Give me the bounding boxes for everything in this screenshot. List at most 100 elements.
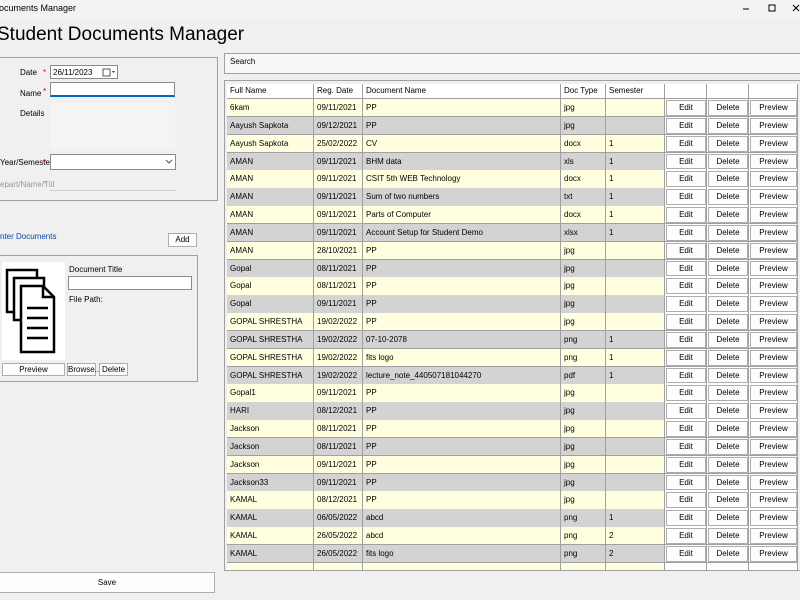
row-preview-button[interactable]: Preview [750, 207, 797, 223]
row-delete-button[interactable]: Delete [708, 349, 748, 366]
row-delete-button[interactable]: Delete [708, 260, 748, 277]
row-edit-button[interactable]: Edit [666, 100, 706, 116]
date-input[interactable]: 26/11/2023 [50, 65, 118, 79]
row-edit-button[interactable]: Edit [666, 260, 706, 277]
row-edit-button[interactable]: Edit [666, 207, 706, 223]
row-edit-button[interactable]: Edit [666, 331, 706, 348]
row-delete-button[interactable]: Delete [708, 385, 748, 402]
row-delete-button[interactable]: Delete [708, 403, 748, 420]
row-edit-button[interactable]: Edit [666, 421, 706, 437]
row-preview-button[interactable]: Preview [750, 100, 797, 116]
row-delete-button[interactable]: Delete [708, 438, 748, 455]
delete-button[interactable]: Delete [99, 363, 128, 376]
browse-button[interactable]: Browse.. [67, 363, 100, 376]
row-preview-button[interactable]: Preview [750, 260, 797, 277]
row-delete-button[interactable]: Delete [708, 367, 748, 384]
row-delete-button[interactable]: Delete [708, 456, 748, 473]
row-delete-button[interactable]: Delete [708, 474, 748, 491]
table-cell: 26/05/2022 [314, 545, 363, 564]
row-edit-button[interactable]: Edit [666, 438, 706, 455]
row-preview-button[interactable]: Preview [750, 421, 797, 437]
add-button[interactable]: Add [168, 233, 197, 247]
row-preview-button[interactable]: Preview [750, 349, 797, 366]
row-preview-button[interactable]: Preview [750, 474, 797, 491]
row-preview-button[interactable]: Preview [750, 278, 797, 295]
table-cell: AMAN [227, 188, 314, 207]
row-edit-button[interactable]: Edit [666, 349, 706, 366]
row-delete-button[interactable]: Delete [708, 242, 748, 259]
row-edit-button[interactable]: Edit [666, 403, 706, 420]
row-edit-button[interactable]: Edit [666, 492, 706, 509]
name-input[interactable] [50, 82, 175, 97]
column-header: Full Name [227, 84, 314, 99]
search-box[interactable]: Search [224, 53, 800, 74]
row-edit-button[interactable]: Edit [666, 314, 706, 330]
row-edit-button[interactable]: Edit [666, 456, 706, 473]
row-preview-button[interactable]: Preview [750, 385, 797, 402]
row-delete-button[interactable]: Delete [708, 171, 748, 188]
row-edit-button[interactable]: Edit [666, 474, 706, 491]
row-preview-button[interactable]: Preview [750, 189, 797, 206]
row-preview-button[interactable]: Preview [750, 492, 797, 509]
row-preview-button[interactable]: Preview [750, 331, 797, 348]
row-preview-button[interactable]: Preview [750, 135, 797, 152]
row-preview-button[interactable]: Preview [750, 153, 797, 170]
row-delete-button[interactable]: Delete [708, 100, 748, 116]
row-delete-button[interactable]: Delete [708, 492, 748, 509]
table-cell [606, 473, 665, 492]
row-edit-button[interactable]: Edit [666, 242, 706, 259]
row-delete-button[interactable]: Delete [708, 421, 748, 437]
table-cell: Gopal1 [227, 384, 314, 403]
row-delete-button[interactable]: Delete [708, 546, 748, 562]
row-preview-button[interactable]: Preview [750, 367, 797, 384]
row-edit-button[interactable]: Edit [666, 546, 706, 562]
row-delete-button[interactable]: Delete [708, 528, 748, 544]
table-cell: PP [363, 455, 561, 475]
row-preview-button[interactable]: Preview [750, 510, 797, 527]
row-edit-button[interactable]: Edit [666, 171, 706, 188]
table-cell: PP [363, 384, 561, 403]
row-edit-button[interactable]: Edit [666, 153, 706, 170]
document-title-input[interactable] [68, 276, 192, 290]
row-preview-button[interactable]: Preview [750, 242, 797, 259]
row-preview-button[interactable]: Preview [750, 224, 797, 241]
row-edit-button[interactable]: Edit [666, 296, 706, 313]
row-edit-button[interactable]: Edit [666, 278, 706, 295]
row-delete-button[interactable]: Delete [708, 278, 748, 295]
calendar-icon[interactable] [102, 68, 116, 77]
row-preview-button[interactable]: Preview [750, 456, 797, 473]
row-preview-button[interactable]: Preview [750, 528, 797, 544]
row-preview-button[interactable]: Preview [750, 314, 797, 330]
row-edit-button[interactable]: Edit [666, 117, 706, 134]
row-delete-button[interactable]: Delete [708, 224, 748, 241]
row-preview-button[interactable]: Preview [750, 296, 797, 313]
row-edit-button[interactable]: Edit [666, 367, 706, 384]
row-delete-button[interactable]: Delete [708, 510, 748, 527]
row-preview-button[interactable]: Preview [750, 117, 797, 134]
row-delete-button[interactable]: Delete [708, 296, 748, 313]
row-edit-button[interactable]: Edit [666, 135, 706, 152]
row-preview-button[interactable]: Preview [750, 438, 797, 455]
row-delete-button[interactable]: Delete [708, 117, 748, 134]
row-preview-button[interactable]: Preview [750, 171, 797, 188]
enter-documents-link[interactable]: nter Documents [0, 232, 57, 241]
row-delete-button[interactable]: Delete [708, 331, 748, 348]
row-delete-button[interactable]: Delete [708, 153, 748, 170]
year-select[interactable] [50, 154, 176, 170]
save-button[interactable]: Save [0, 572, 215, 593]
details-input[interactable] [50, 103, 175, 149]
window-controls[interactable] [735, 0, 800, 18]
search-label: Search [230, 57, 256, 66]
row-preview-button[interactable]: Preview [750, 403, 797, 420]
row-edit-button[interactable]: Edit [666, 510, 706, 527]
row-edit-button[interactable]: Edit [666, 385, 706, 402]
preview-button[interactable]: Preview [2, 363, 65, 376]
row-preview-button[interactable]: Preview [750, 546, 797, 562]
row-edit-button[interactable]: Edit [666, 528, 706, 544]
row-delete-button[interactable]: Delete [708, 135, 748, 152]
row-delete-button[interactable]: Delete [708, 314, 748, 330]
row-edit-button[interactable]: Edit [666, 189, 706, 206]
row-delete-button[interactable]: Delete [708, 189, 748, 206]
row-edit-button[interactable]: Edit [666, 224, 706, 241]
row-delete-button[interactable]: Delete [708, 207, 748, 223]
